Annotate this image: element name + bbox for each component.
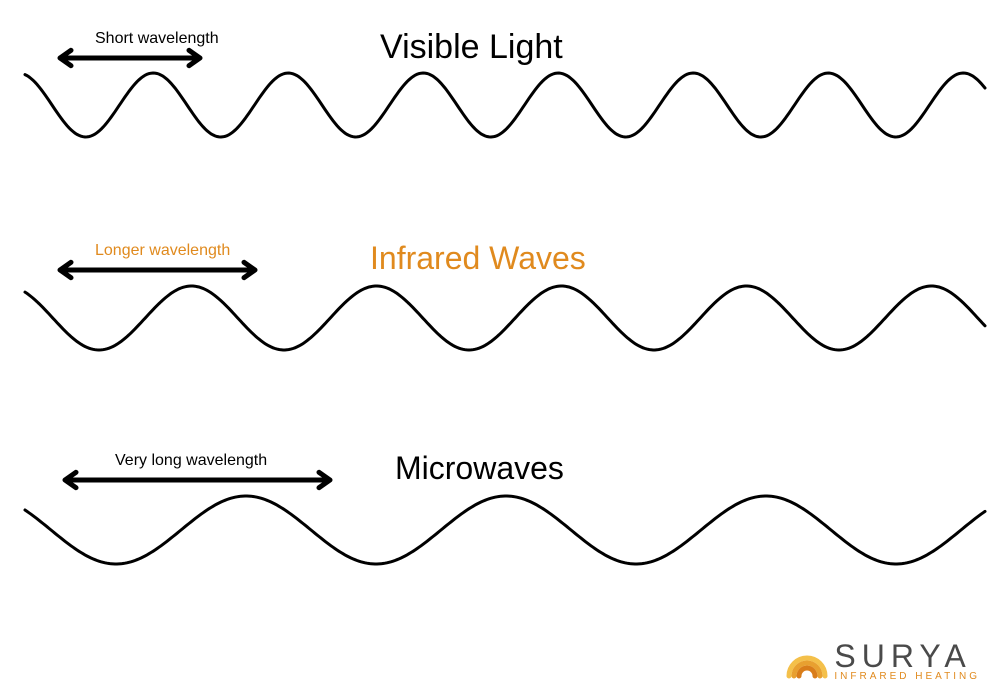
microwaves-wave [0, 486, 1000, 574]
visible-wave [0, 63, 1000, 147]
infrared-wave [0, 276, 1000, 360]
brand-logo: SURYAINFRARED HEATING [786, 640, 980, 682]
logo-main-text: SURYA [834, 640, 980, 672]
sun-arc-icon [786, 640, 828, 682]
logo-sub-text: INFRARED HEATING [834, 672, 980, 682]
